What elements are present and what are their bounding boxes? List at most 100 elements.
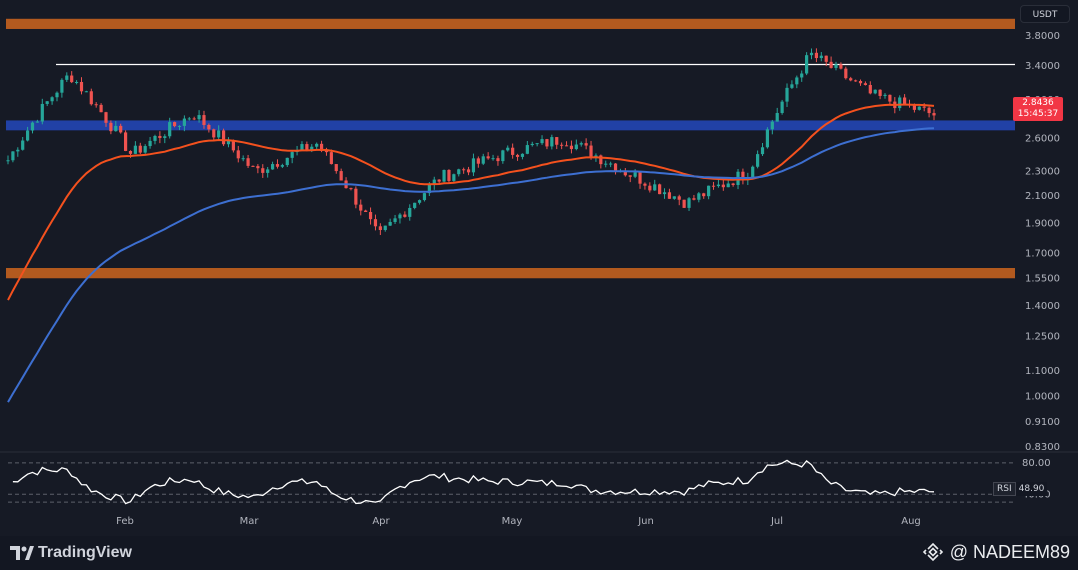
candle-body [383,225,387,231]
candle-body [163,136,167,138]
bar-countdown: 15:45:37 [1017,109,1059,119]
price-tick: 1.7000 [1025,248,1060,259]
candle-body [74,81,79,83]
candle-body [491,158,495,160]
candle-body [692,198,696,200]
candle-body [863,83,868,85]
candle-body [261,168,265,173]
rsi-legend[interactable]: RSI 48.90 [993,482,1057,496]
candle-body [716,184,721,187]
candle-body [819,55,823,59]
candle-body [334,164,338,172]
candle-body [922,106,926,108]
candle-body [687,198,691,208]
candle-body [305,144,309,151]
candle-body [442,169,446,182]
candle-body [579,143,583,145]
month-tick: Aug [901,516,921,527]
author-credit: @ NADEEM89 [922,541,1070,563]
candle-body [373,219,378,227]
candle-body [207,124,211,130]
candle-body [633,172,637,177]
price-chart[interactable]: 3.80003.40003.00002.60002.30002.10001.90… [0,0,1078,536]
candle-body [30,122,35,131]
candle-body [182,118,186,126]
candle-body [888,94,892,102]
candle-body [873,89,877,94]
last-price: 2.8436 [1022,98,1054,108]
price-tick: 1.1000 [1025,366,1060,377]
candle-body [829,61,833,68]
candle-body [413,202,417,208]
candle-body [486,156,490,159]
price-tick: 1.0000 [1025,392,1060,403]
candle-body [834,64,838,68]
candle-body [623,170,627,176]
currency-badge[interactable]: USDT [1020,5,1070,23]
candle-body [217,130,221,138]
candle-body [187,118,191,120]
candle-body [927,107,931,114]
candle-body [393,218,397,222]
candle-body [21,140,25,150]
candle-body [280,165,284,167]
candle-body [457,169,461,175]
candle-body [658,184,662,195]
candle-body [60,79,64,93]
candle-body [104,112,108,123]
upper-supply-zone [6,18,1015,29]
month-tick: Apr [372,516,390,527]
candle-body [128,150,133,154]
candle-body [648,185,652,191]
candle-body [437,179,441,182]
candle-body [40,103,44,122]
candle-body [403,214,407,217]
candle-body [310,146,314,151]
candle-body [329,152,333,165]
candle-body [158,135,162,138]
candle-body [25,130,30,141]
candle-body [11,151,15,161]
candle-body [564,145,569,147]
candle-body [364,210,368,213]
lower-demand-zone [6,268,1015,279]
candle-body [898,97,902,109]
candle-body [378,226,382,231]
ema-line [7,103,935,301]
price-tick: 2.6000 [1025,134,1060,145]
candle-body [398,214,402,219]
candle-body [501,150,505,162]
candle-body [123,132,128,151]
candle-body [868,84,872,94]
candle-body [324,150,329,153]
candle-body [760,147,765,155]
candle-body [168,122,172,137]
candle-body [785,87,789,102]
rsi-value: 48.90 [1015,482,1048,496]
candle-body [545,139,549,147]
candle-body [45,101,49,104]
candle-body [417,200,422,203]
candle-body [839,64,843,69]
tradingview-logo[interactable]: TradingView [10,543,132,563]
candle-body [775,112,779,122]
candle-body [177,125,182,127]
candle-body [560,144,564,146]
candle-body [16,149,20,152]
candle-body [780,101,784,113]
candle-body [388,221,392,226]
candle-body [368,212,373,220]
candle-body [569,145,574,150]
candle-body [677,196,681,200]
blue-demand-zone [6,120,1015,131]
candle-body [432,179,436,185]
candle-body [883,94,887,96]
last-price-tag: 2.8436 15:45:37 [1013,97,1063,121]
tradingview-logo-icon [10,546,34,560]
candle-body [153,135,157,141]
candle-body [824,55,828,62]
candle-body [114,125,118,132]
candle-body [143,146,147,153]
candle-body [540,139,544,144]
price-tick: 0.8300 [1025,442,1060,453]
